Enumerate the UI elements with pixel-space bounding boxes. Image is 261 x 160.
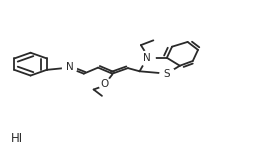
Text: N: N <box>66 62 73 72</box>
Text: HI: HI <box>11 132 23 145</box>
Text: S: S <box>164 69 170 79</box>
Text: N: N <box>144 53 151 63</box>
Text: O: O <box>100 80 109 89</box>
